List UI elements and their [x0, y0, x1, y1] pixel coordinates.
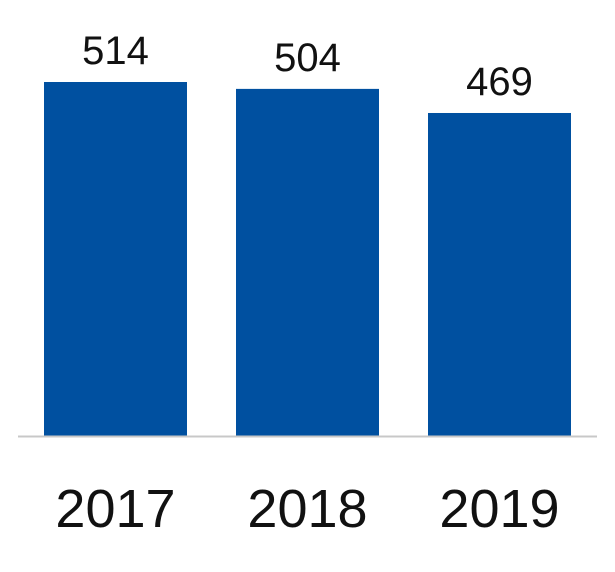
bars-layer	[44, 82, 571, 437]
data-label-2019: 469	[466, 60, 533, 104]
labels-layer: 514 2017 504 2018 469 2019	[55, 29, 559, 539]
bar-2018	[236, 88, 379, 437]
x-tick-label-2017: 2017	[55, 479, 175, 539]
x-tick-label-2019: 2019	[439, 479, 559, 539]
data-label-2017: 514	[82, 29, 149, 73]
data-label-2018: 504	[274, 36, 341, 80]
bar-2019	[428, 112, 571, 436]
x-tick-label-2018: 2018	[247, 479, 367, 539]
bar-2017	[44, 82, 187, 436]
